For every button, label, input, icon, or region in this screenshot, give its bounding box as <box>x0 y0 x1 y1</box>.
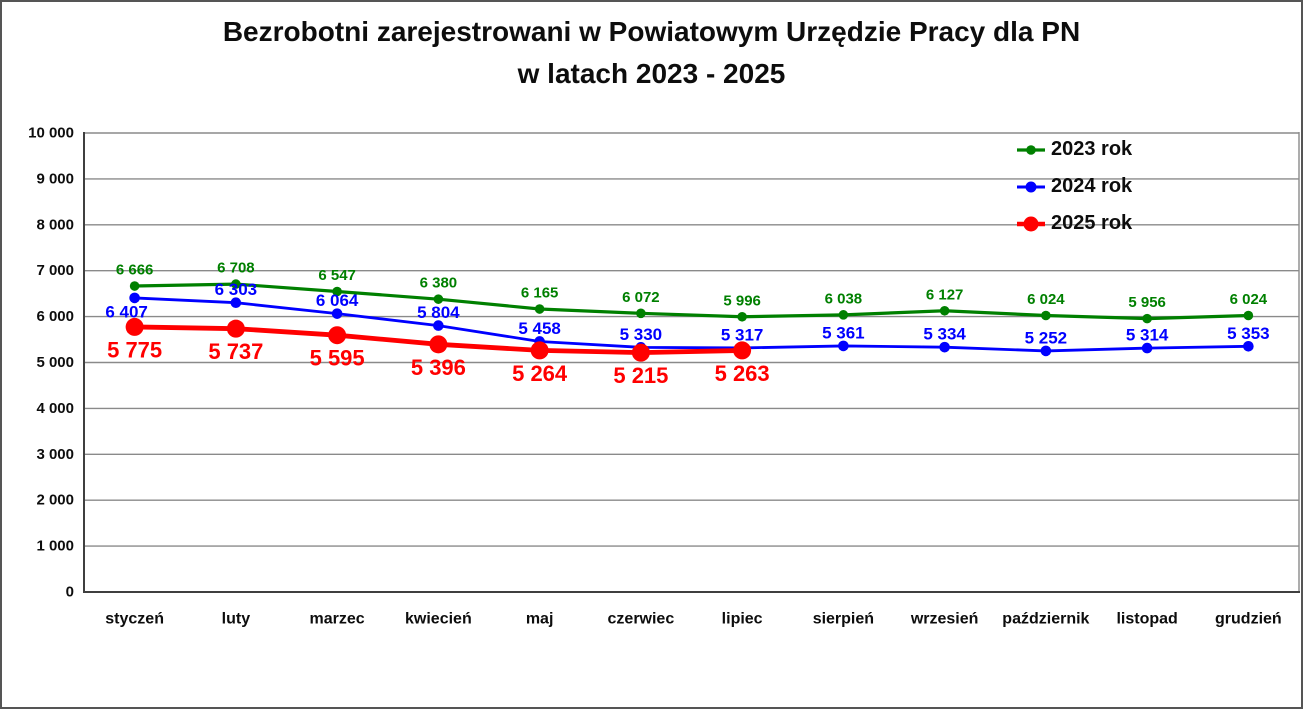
data-label: 5 334 <box>923 325 966 344</box>
chart-title: Bezrobotni zarejestrowani w Powiatowym U… <box>2 11 1301 95</box>
data-point <box>328 326 347 345</box>
y-axis-label: 5 000 <box>36 354 74 371</box>
x-axis-label: wrzesień <box>910 611 979 628</box>
data-point <box>125 317 144 336</box>
data-label: 6 165 <box>521 285 559 302</box>
data-label: 5 330 <box>620 325 663 344</box>
data-point <box>1243 310 1254 321</box>
data-point <box>939 341 950 353</box>
data-point <box>733 341 752 360</box>
series-line-2024-rok <box>134 296 1249 353</box>
data-point <box>231 279 241 289</box>
y-axis-label: 3 000 <box>36 446 74 463</box>
legend-item-label: 2025 rok <box>1051 212 1133 234</box>
data-point <box>534 304 545 314</box>
data-point <box>939 305 950 316</box>
data-point <box>433 294 444 304</box>
data-label: 6 072 <box>622 289 660 306</box>
data-point <box>332 286 342 297</box>
data-point <box>129 281 140 291</box>
data-point <box>737 311 747 322</box>
data-point <box>838 310 849 320</box>
data-point <box>230 297 242 308</box>
x-axis-label: maj <box>526 611 554 628</box>
data-label: 5 361 <box>822 323 865 342</box>
data-label: 6 547 <box>318 267 356 284</box>
data-point <box>433 320 444 331</box>
data-point <box>631 343 650 362</box>
data-label: 5 353 <box>1227 324 1270 343</box>
data-label: 5 458 <box>518 319 561 338</box>
data-label: 6 666 <box>116 262 154 279</box>
data-point <box>1141 342 1153 354</box>
data-point <box>1041 310 1051 321</box>
data-point <box>530 341 549 360</box>
x-axis-label: listopad <box>1116 611 1177 628</box>
data-label: 5 595 <box>310 346 365 371</box>
data-point <box>838 340 849 352</box>
data-point <box>331 308 343 319</box>
x-axis-label: marzec <box>310 611 365 628</box>
data-point <box>429 335 448 354</box>
y-axis-label: 9 000 <box>36 170 74 187</box>
data-label: 5 396 <box>411 355 466 380</box>
data-label: 5 215 <box>613 363 668 388</box>
y-axis-label: 8 000 <box>36 216 74 233</box>
legend-item-label: 2023 rok <box>1051 138 1133 160</box>
legend-item-label: 2024 rok <box>1051 175 1133 197</box>
y-axis-label: 4 000 <box>36 400 74 417</box>
legend: 2023 rok 2024 rok 2025 rok <box>1016 131 1132 242</box>
y-axis-label: 1 000 <box>36 538 74 555</box>
data-label: 6 064 <box>316 291 359 310</box>
data-point <box>129 292 140 304</box>
x-axis-label: lipiec <box>722 611 763 628</box>
data-label: 6 024 <box>1027 291 1065 308</box>
data-point <box>1142 313 1152 324</box>
x-axis-label: styczeń <box>105 611 164 628</box>
y-axis-label: 0 <box>66 584 74 601</box>
legend-marker-line-icon <box>1017 216 1045 231</box>
chart-title-line1: Bezrobotni zarejestrowani w Powiatowym U… <box>222 16 1081 47</box>
data-label: 5 314 <box>1126 326 1169 345</box>
chart-title-line2: w latach 2023 - 2025 <box>517 58 786 89</box>
y-axis-label: 10 000 <box>28 125 74 142</box>
data-label: 5 317 <box>721 325 764 344</box>
x-axis-label: kwiecień <box>405 611 472 628</box>
data-point <box>636 308 646 319</box>
data-label: 5 996 <box>723 292 761 309</box>
data-label: 5 804 <box>417 303 460 322</box>
data-label: 6 708 <box>217 260 255 277</box>
data-label: 5 737 <box>208 339 263 364</box>
data-label: 6 038 <box>825 290 863 307</box>
x-axis-label: luty <box>222 611 251 628</box>
series-line-2023-rok <box>134 282 1249 321</box>
data-label: 5 263 <box>715 361 770 386</box>
legend-marker-line-icon <box>1017 144 1045 155</box>
data-point <box>226 319 245 338</box>
legend-item-2023: 2023 rok <box>1016 131 1132 168</box>
data-label: 5 252 <box>1025 328 1068 347</box>
data-label: 6 127 <box>926 286 964 303</box>
data-label: 6 380 <box>420 275 458 292</box>
data-label: 6 407 <box>105 302 148 321</box>
legend-item-2024: 2024 rok <box>1016 168 1132 205</box>
data-label: 6 303 <box>215 280 258 299</box>
legend-marker-line-icon <box>1017 181 1045 192</box>
data-label: 5 264 <box>512 361 568 386</box>
data-point <box>1040 345 1052 357</box>
y-axis-label: 7 000 <box>36 262 74 279</box>
data-point <box>1243 340 1254 352</box>
y-axis-label: 2 000 <box>36 492 74 509</box>
data-label: 6 024 <box>1230 291 1268 308</box>
y-axis-label: 6 000 <box>36 308 74 325</box>
x-axis-label: czerwiec <box>608 611 675 628</box>
legend-item-2025: 2025 rok <box>1016 205 1132 242</box>
x-axis-label: październik <box>1002 611 1089 628</box>
x-axis-label: sierpień <box>813 611 874 628</box>
data-label: 5 775 <box>107 337 162 362</box>
data-label: 5 956 <box>1128 294 1166 311</box>
x-axis-label: grudzień <box>1215 611 1282 628</box>
